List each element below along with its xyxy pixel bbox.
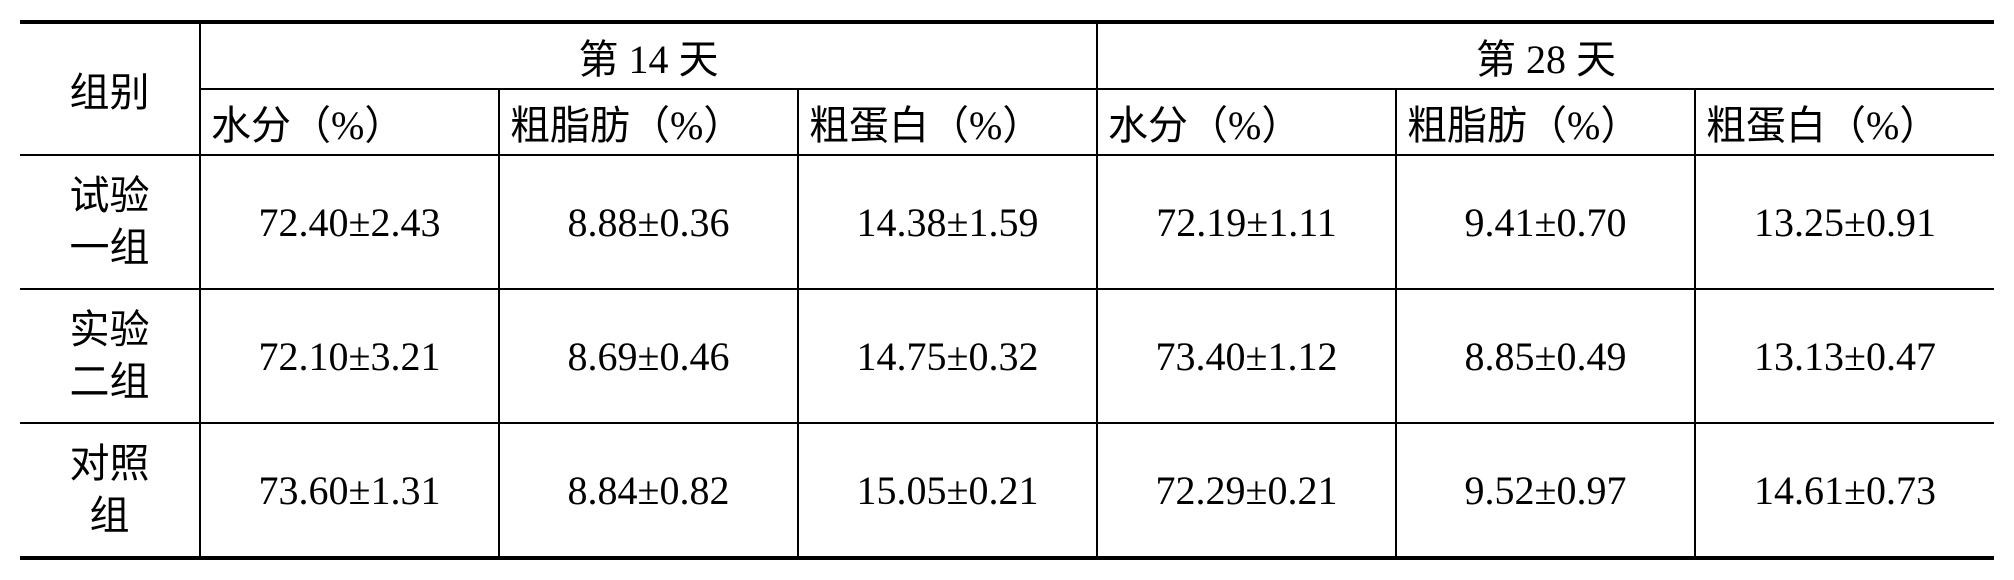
row-label-line: 一组	[70, 222, 150, 274]
row-label-line: 实验	[70, 304, 150, 356]
row-label: 对照 组	[20, 423, 200, 558]
header-sub-fat-14: 粗脂肪（%）	[499, 89, 798, 155]
row-label-line: 组	[90, 490, 130, 542]
table-row: 实验 二组 72.10±3.21 8.69±0.46 14.75±0.32 73…	[20, 289, 1994, 423]
row-label-line: 二组	[70, 356, 150, 408]
cell: 73.60±1.31	[200, 423, 499, 558]
cell: 9.52±0.97	[1396, 423, 1695, 558]
table-header: 组别 第 14 天 第 28 天 水分（%） 粗脂肪（%） 粗蛋白（%） 水分（…	[20, 22, 1994, 155]
cell: 72.40±2.43	[200, 155, 499, 289]
cell: 72.10±3.21	[200, 289, 499, 423]
cell: 72.29±0.21	[1097, 423, 1396, 558]
row-label-line: 对照	[70, 438, 150, 490]
cell: 14.75±0.32	[798, 289, 1097, 423]
table-row: 对照 组 73.60±1.31 8.84±0.82 15.05±0.21 72.…	[20, 423, 1994, 558]
cell: 14.38±1.59	[798, 155, 1097, 289]
cell: 8.85±0.49	[1396, 289, 1695, 423]
table-body: 试验 一组 72.40±2.43 8.88±0.36 14.38±1.59 72…	[20, 155, 1994, 558]
cell: 8.69±0.46	[499, 289, 798, 423]
header-sub-protein-14: 粗蛋白（%）	[798, 89, 1097, 155]
header-corner: 组别	[20, 22, 200, 155]
cell: 8.84±0.82	[499, 423, 798, 558]
header-sub-fat-28: 粗脂肪（%）	[1396, 89, 1695, 155]
table: 组别 第 14 天 第 28 天 水分（%） 粗脂肪（%） 粗蛋白（%） 水分（…	[20, 20, 1994, 560]
cell: 15.05±0.21	[798, 423, 1097, 558]
row-label-line: 试验	[70, 170, 150, 222]
header-sub-moisture-28: 水分（%）	[1097, 89, 1396, 155]
table-row: 试验 一组 72.40±2.43 8.88±0.36 14.38±1.59 72…	[20, 155, 1994, 289]
header-sub-protein-28: 粗蛋白（%）	[1695, 89, 1994, 155]
cell: 13.13±0.47	[1695, 289, 1994, 423]
header-sub-moisture-14: 水分（%）	[200, 89, 499, 155]
cell: 13.25±0.91	[1695, 155, 1994, 289]
cell: 73.40±1.12	[1097, 289, 1396, 423]
cell: 8.88±0.36	[499, 155, 798, 289]
row-label: 实验 二组	[20, 289, 200, 423]
cell: 72.19±1.11	[1097, 155, 1396, 289]
data-table: 组别 第 14 天 第 28 天 水分（%） 粗脂肪（%） 粗蛋白（%） 水分（…	[20, 20, 1994, 560]
header-group-day14: 第 14 天	[200, 22, 1097, 89]
cell: 9.41±0.70	[1396, 155, 1695, 289]
header-group-day28: 第 28 天	[1097, 22, 1994, 89]
cell: 14.61±0.73	[1695, 423, 1994, 558]
row-label: 试验 一组	[20, 155, 200, 289]
